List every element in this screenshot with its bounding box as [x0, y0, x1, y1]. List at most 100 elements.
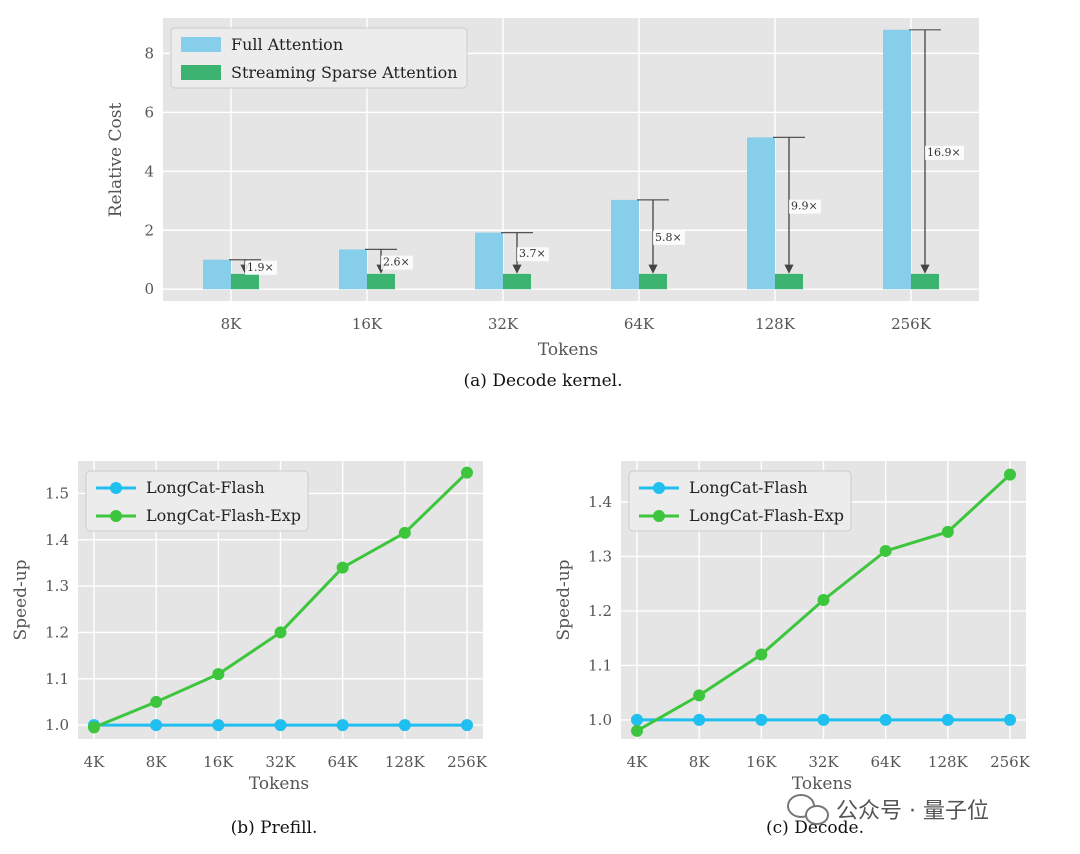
bar-full-attention — [475, 232, 503, 290]
series-point-1 — [88, 721, 100, 734]
series-point-0 — [879, 713, 892, 726]
speedup-label: 5.8× — [655, 231, 682, 244]
bar-streaming-sparse — [367, 273, 395, 290]
speedup-label: 16.9× — [927, 146, 961, 159]
speedup-label-bg — [245, 260, 277, 275]
legend-label: LongCat-Flash — [146, 478, 265, 497]
speedup-label: 1.9× — [247, 261, 274, 274]
bar-streaming-sparse — [503, 273, 531, 290]
legend-swatch — [181, 37, 221, 52]
series-point-1 — [150, 695, 163, 708]
bar-streaming-sparse — [231, 273, 259, 290]
legend-label: Streaming Sparse Attention — [231, 63, 458, 82]
xtick-label: 128K — [928, 753, 969, 771]
legend-marker — [110, 482, 122, 494]
chart-a: 0 2 4 6 8 8K 16K 32K 64K 128K 256K 1.9× 2.6× 3.7× 5.8×… — [144, 18, 979, 333]
ytick-label: 1.3 — [588, 547, 612, 565]
speedup-label-bg — [517, 247, 549, 262]
xtick-label: 8K — [146, 753, 168, 771]
series-point-1 — [398, 526, 411, 539]
ylabel-b: Speed-up — [11, 559, 31, 640]
ytick-label: 1.1 — [45, 670, 69, 688]
ytick-label: 8 — [144, 44, 154, 62]
xtick-label: 64K — [328, 753, 359, 771]
caption-c: (c) Decode. — [766, 818, 864, 838]
xlabel-c: Tokens — [792, 774, 852, 794]
ytick-label: 1.3 — [45, 577, 69, 595]
ytick-label: 6 — [144, 103, 154, 121]
xtick-label: 8K — [221, 315, 243, 333]
speedup-label-bg — [925, 145, 964, 160]
series-point-0 — [150, 719, 163, 732]
series-point-1 — [879, 544, 892, 557]
watermark-text: 公众号 · 量子位 — [836, 799, 989, 824]
series-point-0 — [212, 719, 225, 732]
chart-c: 1.0 1.1 1.2 1.3 1.4 4K 8K 16K 32K 64K 128K 256K Long… — [588, 461, 1031, 771]
legend-box — [85, 470, 309, 532]
series-point-1 — [631, 724, 643, 737]
legend-label: LongCat-Flash-Exp — [689, 506, 844, 525]
series-point-0 — [631, 713, 643, 726]
series-point-0 — [817, 713, 830, 726]
xtick-label: 64K — [871, 753, 902, 771]
ytick-label: 2 — [144, 221, 154, 239]
series-point-1 — [755, 648, 768, 661]
ytick-label: 1.0 — [45, 716, 69, 734]
chart-b: 1.0 1.1 1.2 1.3 1.4 1.5 4K 8K 16K 32K 64K 128K 256K L… — [45, 461, 488, 771]
legend-marker — [653, 482, 665, 494]
caption-b: (b) Prefill. — [231, 818, 318, 838]
legend-box — [170, 27, 468, 89]
bar-full-attention — [203, 259, 231, 290]
legend-marker — [653, 510, 665, 522]
watermark: 公众号 · 量子位 — [787, 794, 989, 825]
xtick-label: 32K — [488, 315, 519, 333]
bar-streaming-sparse — [911, 273, 939, 290]
xtick-label: 32K — [265, 753, 296, 771]
xtick-label: 16K — [746, 753, 777, 771]
ytick-label: 4 — [144, 162, 154, 180]
series-point-0 — [461, 719, 473, 732]
xtick-label: 256K — [891, 315, 932, 333]
speedup-label-bg — [653, 230, 685, 245]
ytick-label: 1.4 — [45, 531, 69, 549]
xtick-label: 16K — [352, 315, 383, 333]
speedup-label: 3.7× — [519, 247, 546, 260]
ytick-label: 1.2 — [588, 602, 612, 620]
bar-full-attention — [611, 199, 639, 290]
series-point-0 — [941, 713, 954, 726]
series-point-0 — [274, 719, 287, 732]
ytick-label: 0 — [144, 280, 154, 298]
series-point-0 — [755, 713, 768, 726]
xtick-label: 256K — [990, 753, 1031, 771]
series-point-1 — [274, 626, 287, 639]
ytick-label: 1.0 — [588, 711, 612, 729]
xlabel-b: Tokens — [249, 774, 309, 794]
series-point-1 — [941, 525, 954, 538]
xtick-label: 16K — [203, 753, 234, 771]
speedup-label-bg — [381, 255, 413, 270]
series-point-0 — [398, 719, 411, 732]
series-point-0 — [1004, 713, 1016, 726]
series-point-0 — [336, 719, 349, 732]
xtick-label: 256K — [447, 753, 488, 771]
xlabel-a: Tokens — [538, 340, 598, 360]
series-point-0 — [693, 713, 706, 726]
ylabel-c: Speed-up — [554, 559, 574, 640]
xtick-label: 128K — [755, 315, 796, 333]
legend-marker — [110, 510, 122, 522]
speedup-label: 9.9× — [791, 200, 818, 213]
xtick-label: 4K — [84, 753, 106, 771]
legend-box — [628, 470, 852, 532]
legend-label: LongCat-Flash — [689, 478, 808, 497]
series-point-1 — [212, 668, 225, 681]
series-point-1 — [693, 689, 706, 702]
speedup-label-bg — [789, 199, 821, 214]
xtick-label: 64K — [624, 315, 655, 333]
xtick-label: 4K — [627, 753, 649, 771]
ylabel-a: Relative Cost — [106, 103, 126, 218]
xtick-label: 32K — [808, 753, 839, 771]
bar-full-attention — [883, 29, 911, 290]
ytick-label: 1.1 — [588, 656, 612, 674]
wechat-icon — [787, 794, 829, 825]
